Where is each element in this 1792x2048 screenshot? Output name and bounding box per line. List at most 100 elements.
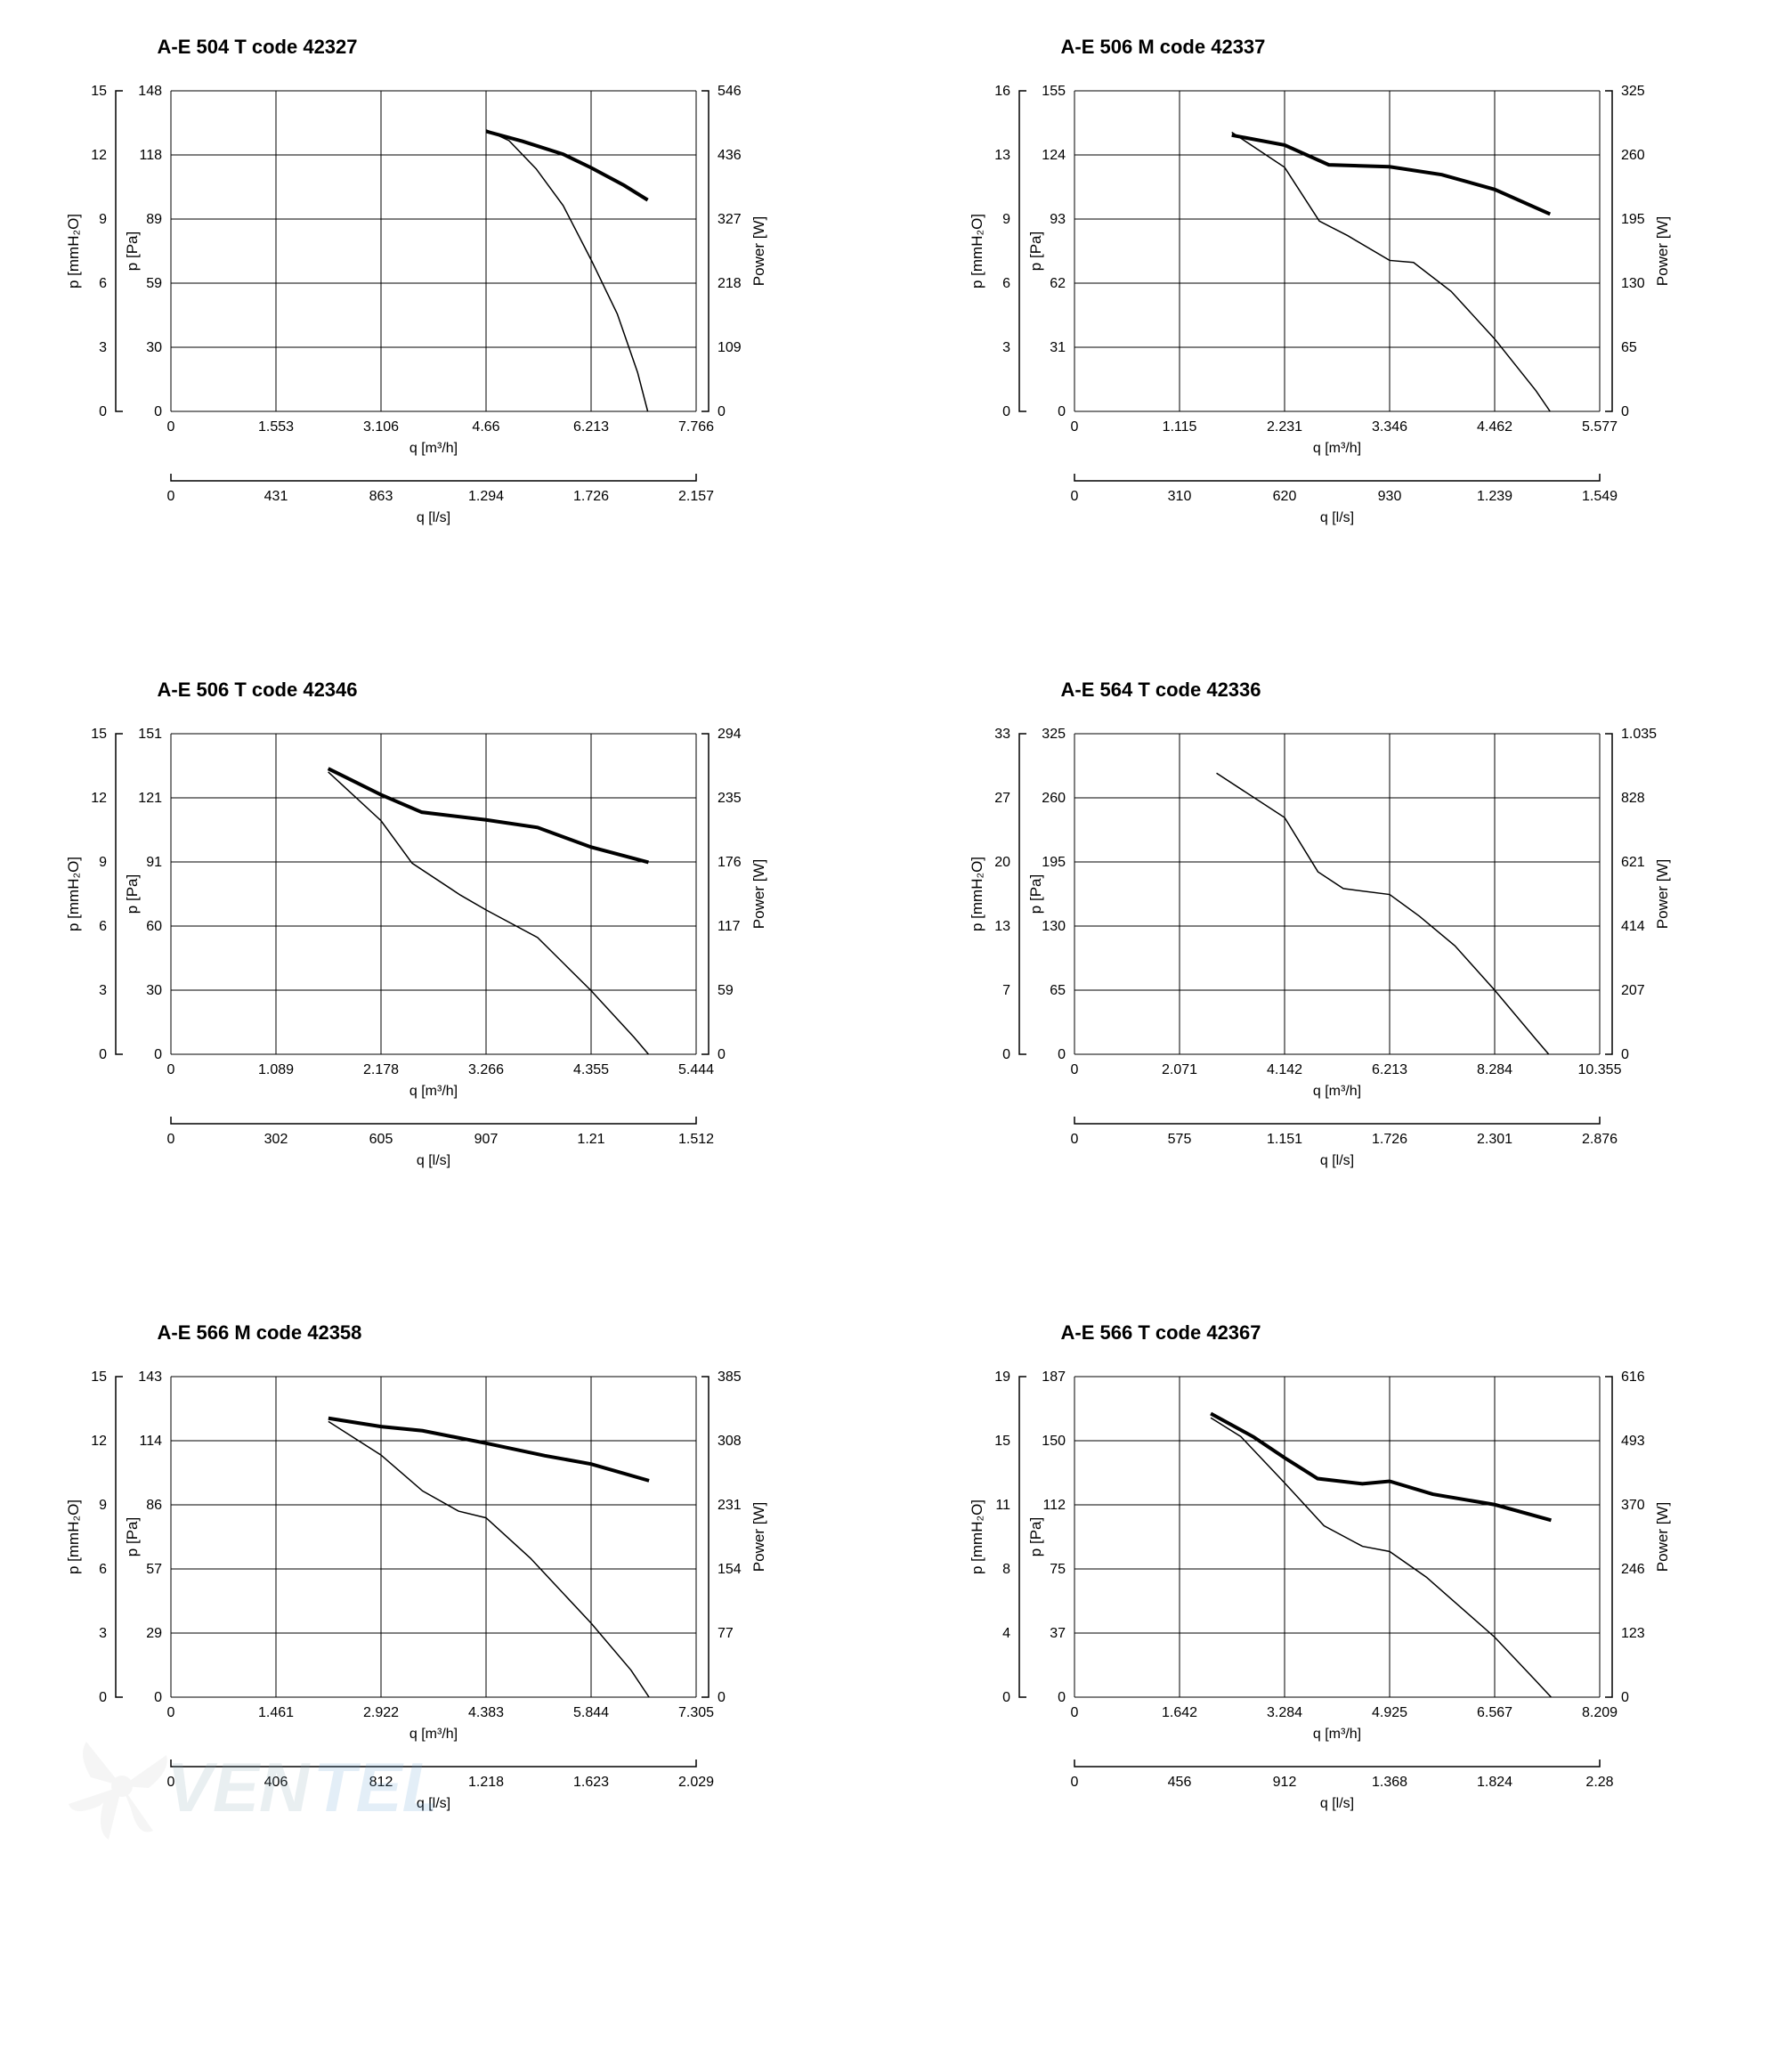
- svg-text:0: 0: [1058, 404, 1066, 419]
- svg-text:1.151: 1.151: [1266, 1132, 1301, 1147]
- svg-text:p [Pa]: p [Pa]: [1027, 232, 1044, 271]
- svg-text:1.239: 1.239: [1476, 489, 1512, 504]
- svg-text:0: 0: [1058, 1047, 1066, 1062]
- svg-text:3: 3: [99, 1626, 107, 1641]
- svg-text:1.824: 1.824: [1476, 1775, 1512, 1790]
- svg-text:2.922: 2.922: [362, 1705, 398, 1720]
- svg-text:Power [W]: Power [W]: [1654, 1502, 1671, 1572]
- svg-text:65: 65: [1621, 340, 1637, 355]
- svg-text:57: 57: [146, 1562, 162, 1577]
- svg-text:620: 620: [1272, 489, 1296, 504]
- svg-text:235: 235: [718, 791, 742, 806]
- svg-text:4.66: 4.66: [472, 419, 499, 435]
- svg-text:621: 621: [1621, 855, 1645, 870]
- svg-text:2.301: 2.301: [1476, 1132, 1512, 1147]
- svg-text:187: 187: [1042, 1369, 1066, 1385]
- svg-text:20: 20: [994, 855, 1010, 870]
- pressure-curve: [1211, 1418, 1551, 1697]
- chart-cell: A-E 566 M code 4235803691215p [mmH₂O]029…: [42, 1321, 847, 1884]
- svg-text:3.284: 3.284: [1266, 1705, 1301, 1720]
- svg-text:29: 29: [146, 1626, 162, 1641]
- svg-text:7: 7: [1002, 983, 1010, 998]
- svg-text:8: 8: [1002, 1562, 1010, 1577]
- svg-text:q [l/s]: q [l/s]: [416, 1796, 450, 1811]
- svg-text:p [Pa]: p [Pa]: [1027, 1517, 1044, 1556]
- svg-text:3.266: 3.266: [467, 1062, 503, 1077]
- svg-text:0: 0: [1070, 489, 1078, 504]
- svg-text:1.089: 1.089: [257, 1062, 293, 1077]
- svg-text:59: 59: [718, 983, 734, 998]
- svg-text:q [m³/h]: q [m³/h]: [409, 441, 457, 456]
- svg-text:93: 93: [1050, 212, 1066, 227]
- pressure-curve: [328, 1421, 648, 1697]
- svg-text:1.21: 1.21: [577, 1132, 604, 1147]
- svg-text:q [l/s]: q [l/s]: [416, 1153, 450, 1168]
- svg-text:1.218: 1.218: [467, 1775, 503, 1790]
- svg-text:5.577: 5.577: [1581, 419, 1617, 435]
- svg-text:1.035: 1.035: [1621, 727, 1657, 742]
- svg-text:3: 3: [1002, 340, 1010, 355]
- chart-svg: 0713202733p [mmH₂O]065130195260325p [Pa]…: [945, 707, 1729, 1241]
- svg-text:231: 231: [718, 1498, 742, 1513]
- svg-text:86: 86: [146, 1498, 162, 1513]
- svg-text:1.642: 1.642: [1161, 1705, 1196, 1720]
- svg-text:124: 124: [1042, 148, 1066, 163]
- svg-text:60: 60: [146, 919, 162, 934]
- svg-text:5.844: 5.844: [572, 1705, 608, 1720]
- svg-text:493: 493: [1621, 1434, 1645, 1449]
- svg-text:1.115: 1.115: [1162, 419, 1196, 435]
- svg-text:0: 0: [718, 404, 726, 419]
- svg-text:143: 143: [138, 1369, 162, 1385]
- svg-text:907: 907: [474, 1132, 498, 1147]
- svg-text:114: 114: [139, 1434, 162, 1449]
- svg-text:30: 30: [146, 983, 162, 998]
- svg-text:148: 148: [138, 84, 162, 99]
- svg-text:11: 11: [995, 1498, 1010, 1513]
- svg-text:0: 0: [718, 1690, 726, 1705]
- svg-text:4.142: 4.142: [1266, 1062, 1301, 1077]
- svg-text:1.623: 1.623: [572, 1775, 608, 1790]
- svg-text:15: 15: [994, 1434, 1010, 1449]
- svg-text:9: 9: [99, 1498, 107, 1513]
- chart-cell: A-E 506 T code 4234603691215p [mmH₂O]030…: [42, 679, 847, 1241]
- power-curve: [1231, 135, 1550, 215]
- svg-text:Power [W]: Power [W]: [1654, 216, 1671, 286]
- svg-text:Power [W]: Power [W]: [750, 859, 767, 929]
- svg-text:155: 155: [1042, 84, 1066, 99]
- svg-text:0: 0: [718, 1047, 726, 1062]
- svg-text:75: 75: [1050, 1562, 1066, 1577]
- svg-text:546: 546: [718, 84, 742, 99]
- svg-text:4.462: 4.462: [1476, 419, 1512, 435]
- svg-text:q [m³/h]: q [m³/h]: [1312, 441, 1360, 456]
- svg-text:7.766: 7.766: [677, 419, 713, 435]
- svg-text:4.925: 4.925: [1371, 1705, 1407, 1720]
- svg-text:9: 9: [99, 855, 107, 870]
- svg-text:121: 121: [138, 791, 162, 806]
- svg-text:q [l/s]: q [l/s]: [1319, 1153, 1353, 1168]
- svg-text:p [mmH₂O]: p [mmH₂O]: [65, 1499, 82, 1574]
- svg-text:62: 62: [1050, 276, 1066, 291]
- svg-text:0: 0: [1621, 1047, 1629, 1062]
- svg-text:3.106: 3.106: [362, 419, 398, 435]
- svg-text:0: 0: [154, 1690, 162, 1705]
- svg-text:3: 3: [99, 340, 107, 355]
- svg-text:0: 0: [1070, 1132, 1078, 1147]
- svg-text:0: 0: [1002, 404, 1010, 419]
- chart-cell: A-E 504 T code 4232703691215p [mmH₂O]030…: [42, 36, 847, 598]
- svg-text:912: 912: [1272, 1775, 1296, 1790]
- svg-text:123: 123: [1621, 1626, 1645, 1641]
- svg-text:2.231: 2.231: [1266, 419, 1301, 435]
- svg-text:385: 385: [718, 1369, 742, 1385]
- svg-text:1.726: 1.726: [572, 489, 608, 504]
- svg-text:406: 406: [264, 1775, 288, 1790]
- svg-text:4.355: 4.355: [572, 1062, 608, 1077]
- svg-text:294: 294: [718, 727, 742, 742]
- svg-text:31: 31: [1050, 340, 1066, 355]
- svg-text:246: 246: [1621, 1562, 1645, 1577]
- svg-text:13: 13: [994, 148, 1010, 163]
- svg-text:6.567: 6.567: [1476, 1705, 1512, 1720]
- power-curve: [328, 1418, 648, 1481]
- svg-text:10.355: 10.355: [1577, 1062, 1621, 1077]
- svg-text:q [m³/h]: q [m³/h]: [409, 1084, 457, 1099]
- svg-text:p [mmH₂O]: p [mmH₂O]: [969, 1499, 985, 1574]
